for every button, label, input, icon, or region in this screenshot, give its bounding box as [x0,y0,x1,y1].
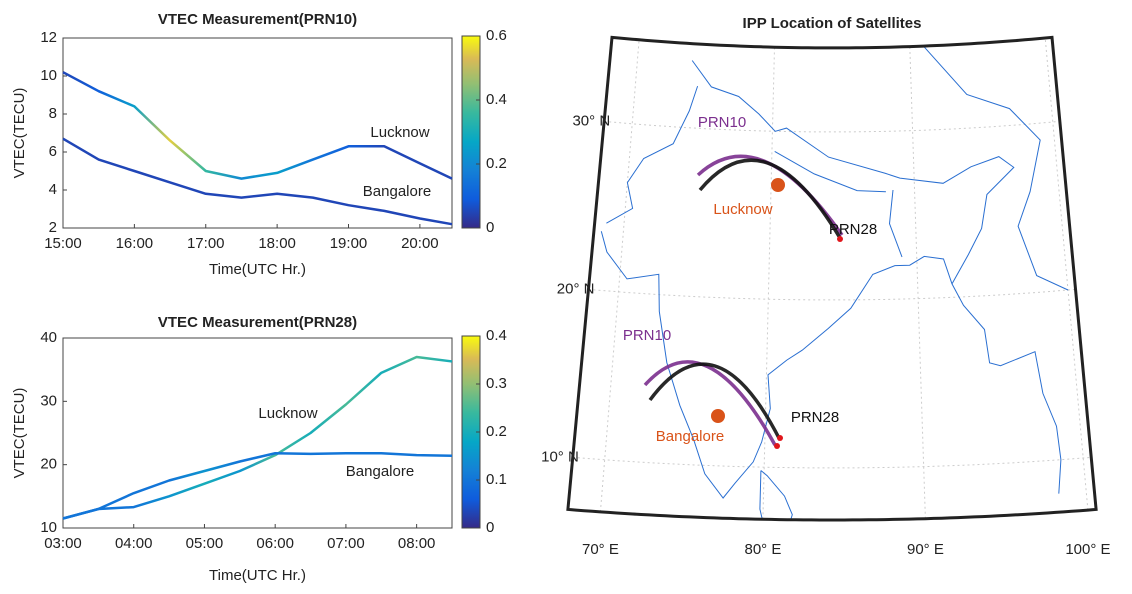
map-area [572,37,1092,521]
ipp-track [698,158,842,239]
lon-label: 70° E [582,541,619,558]
border [691,60,1015,285]
x-tick-label: 05:00 [186,535,224,552]
x-tick-label: 06:00 [256,535,294,552]
x-axis-label: Time(UTC Hr.) [209,261,306,278]
colorbar-tick-label: 0.2 [486,155,507,172]
border [888,189,903,258]
city-dot [711,409,725,423]
x-tick-label: 03:00 [44,535,82,552]
series-label: Bangalore [363,183,431,200]
y-tick-label: 40 [40,329,57,346]
ipp-track [643,360,777,446]
colorbar-tick-label: 0 [486,219,494,236]
y-tick-label: 4 [49,181,57,198]
track-label: PRN28 [791,409,839,426]
ipp-track [648,362,782,441]
colorbar-tick-label: 0.6 [486,27,507,44]
series-label: Lucknow [370,124,429,141]
x-tick-label: 07:00 [327,535,365,552]
colorbar-tick-label: 0.2 [486,423,507,440]
y-tick-label: 20 [40,456,57,473]
meridian [909,46,926,519]
coastline [600,231,1062,499]
border [774,150,886,193]
track-end [837,236,843,242]
parallel [604,120,1060,133]
data-line [62,452,453,520]
lat-label: 10° N [541,448,579,465]
series-label: Bangalore [346,463,414,480]
x-tick-label: 04:00 [115,535,153,552]
plot-frame [62,337,453,529]
map-frame [566,35,1098,522]
y-axis-label: VTEC(TECU) [11,388,28,479]
series-label: Lucknow [258,405,317,422]
track-label: PRN10 [698,114,746,131]
x-tick-label: 08:00 [398,535,436,552]
y-tick-label: 8 [49,105,57,122]
y-tick-label: 6 [49,143,57,160]
x-tick-label: 20:00 [401,235,439,252]
city-label: Lucknow [713,201,772,218]
meridian [762,47,775,520]
lon-label: 100° E [1065,541,1110,558]
track-label: PRN28 [829,221,877,238]
parallel [588,288,1076,301]
colorbar-tick-label: 0.4 [486,327,507,344]
chart-title: VTEC Measurement(PRN10) [158,11,357,28]
x-tick-label: 19:00 [330,235,368,252]
lon-label: 90° E [907,541,944,558]
plot-frame [62,37,453,229]
y-tick-label: 10 [40,519,57,536]
chart-title: VTEC Measurement(PRN28) [158,314,357,331]
lat-label: 30° N [572,112,610,129]
colorbar-tick-label: 0.1 [486,471,507,488]
border [606,85,699,224]
coastline [759,470,793,521]
colorbar-tick-label: 0.4 [486,91,507,108]
y-tick-label: 2 [49,219,57,236]
data-line [62,137,453,226]
y-tick-label: 12 [40,29,57,46]
data-line [62,355,453,520]
x-tick-label: 17:00 [187,235,225,252]
meridian [599,39,640,512]
y-axis-label: VTEC(TECU) [11,88,28,179]
y-tick-label: 30 [40,392,57,409]
city-dot [771,178,785,192]
border [923,45,1069,291]
track-end [774,443,780,449]
parallel [572,456,1092,469]
y-tick-label: 10 [40,67,57,84]
track-end [777,435,783,441]
track-label: PRN10 [623,327,671,344]
city-label: Bangalore [656,428,724,445]
x-axis-label: Time(UTC Hr.) [209,567,306,584]
meridian [1044,37,1089,511]
x-tick-label: 15:00 [44,235,82,252]
lon-label: 80° E [745,541,782,558]
map-title: IPP Location of Satellites [743,15,922,32]
lat-label: 20° N [557,280,595,297]
data-line [62,71,453,180]
x-tick-label: 18:00 [258,235,296,252]
x-tick-label: 16:00 [116,235,154,252]
colorbar-tick-label: 0.3 [486,375,507,392]
colorbar [461,35,481,229]
colorbar-tick-label: 0 [486,519,494,536]
